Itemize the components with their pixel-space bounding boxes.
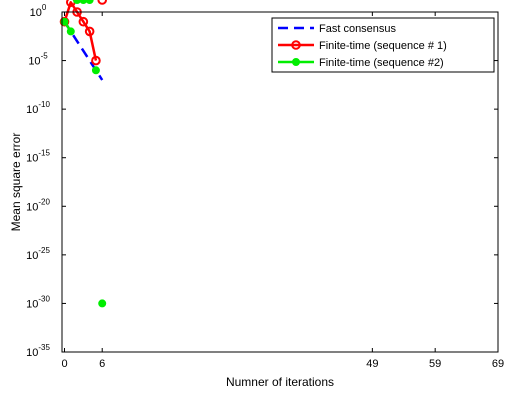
legend-label: Finite-time (sequence #2) [319,57,444,69]
x-tick-label: 49 [366,358,378,370]
legend-marker [291,40,301,50]
x-tick-label: 0 [61,358,67,370]
y-tick-exponent: -15 [38,149,50,158]
series-3 [60,0,107,308]
series-layer [59,0,108,308]
y-tick-label: 10-35 [26,343,50,359]
y-tick-label: 10-25 [26,246,50,262]
y-tick-exponent: -20 [38,197,50,206]
y-tick-exponent: 0 [42,3,47,12]
y-tick-base: 10 [26,298,38,310]
y-tick-exponent: -35 [38,343,50,352]
y-tick-label: 100 [30,3,47,19]
x-axis-ticks: 0 6 49 59 69 [61,12,504,370]
series-point [97,0,108,5]
y-tick-label: 10-15 [26,149,50,165]
series-point [79,0,88,4]
x-axis-label: Numner of iterations [226,375,334,389]
y-tick-base: 10 [26,347,38,359]
x-tick-label: 69 [492,358,504,370]
y-tick-label: 10-10 [26,100,50,116]
y-tick-base: 10 [26,250,38,262]
series-point [91,66,100,75]
y-tick-label: 10-5 [28,52,48,68]
y-tick-exponent: -5 [41,52,49,61]
y-tick-exponent: -25 [38,246,50,255]
legend-label: Finite-time (sequence # 1) [319,40,447,52]
x-tick-label: 59 [429,358,441,370]
series-point [78,16,89,27]
y-tick-label: 10-20 [26,197,50,213]
legend-marker [292,58,300,66]
y-tick-base: 10 [28,56,40,68]
legend: Fast consensus Finite-time (sequence # 1)… [271,17,495,73]
series-point [73,0,82,4]
y-tick-base: 10 [26,153,38,165]
y-tick-exponent: -10 [38,100,50,109]
y-tick-base: 10 [26,201,38,213]
y-tick-label: 10-30 [26,294,50,310]
series-point [66,27,75,36]
y-tick-exponent: -30 [38,294,50,303]
y-axis-label: Mean square error [9,133,23,232]
plot-frame [61,11,499,353]
x-tick-label: 6 [99,358,105,370]
y-tick-base: 10 [30,7,42,19]
series-point [85,0,94,4]
series-point [98,299,107,308]
series-point [91,55,101,66]
legend-label: Fast consensus [319,23,397,35]
series-point [84,26,95,37]
y-tick-base: 10 [26,104,38,116]
